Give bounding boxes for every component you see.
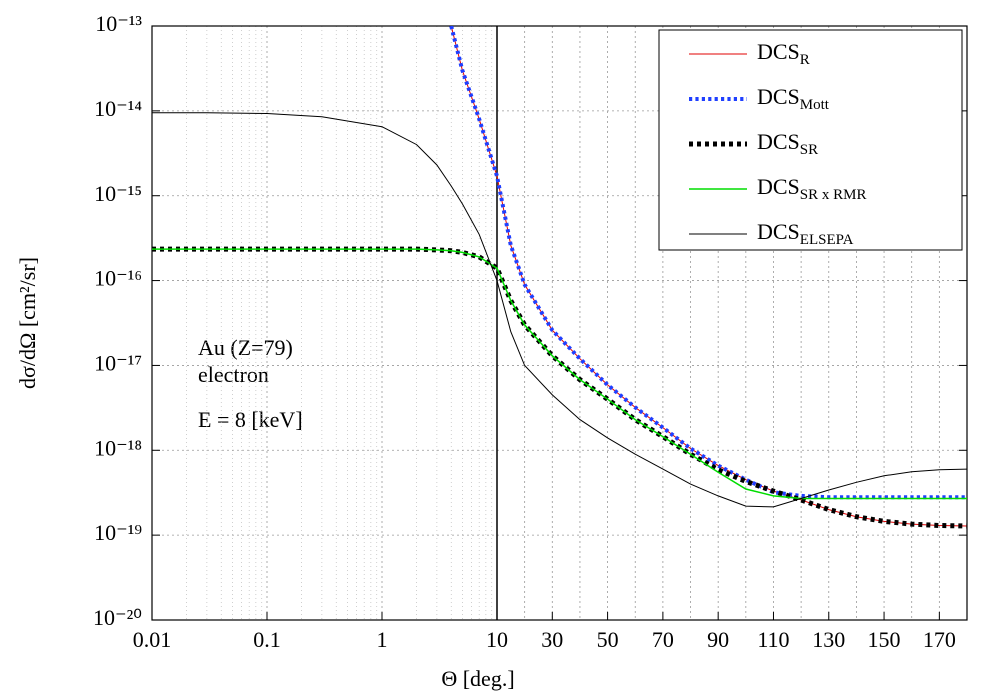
annotation: Au (Z=79) (198, 335, 293, 360)
y-tick-label: 10⁻¹⁸ (94, 435, 142, 460)
x-axis-label: Θ [deg.] (441, 666, 514, 691)
y-tick-label: 10⁻¹⁶ (94, 266, 142, 291)
x-tick-label: 170 (923, 627, 956, 652)
series-line (449, 26, 967, 500)
annotation: electron (198, 362, 269, 387)
plot-area (152, 26, 967, 529)
legend-label: DCSSR x RMR (757, 174, 867, 203)
series-line (152, 246, 967, 529)
x-tick-label: 90 (707, 627, 729, 652)
x-tick-label: 0.1 (253, 627, 281, 652)
y-tick-label: 10⁻¹³ (95, 11, 142, 36)
y-tick-label: 10⁻²⁰ (93, 605, 142, 630)
legend-label: DCSR (757, 39, 810, 68)
x-tick-label: 0.01 (133, 627, 172, 652)
y-axis-label: dσ/dΩ [cm²/sr] (15, 257, 40, 389)
x-tick-label: 70 (652, 627, 674, 652)
y-tick-label: 10⁻¹⁴ (94, 96, 142, 121)
x-tick-label: 50 (597, 627, 619, 652)
y-tick-label: 10⁻¹⁷ (94, 350, 142, 375)
x-tick-label: 10 (486, 627, 508, 652)
series-line (152, 112, 967, 508)
legend-label: DCSELSEPA (757, 219, 854, 248)
series-line (152, 248, 967, 500)
plot-frame (151, 25, 968, 621)
x-tick-label: 30 (541, 627, 563, 652)
y-tick-label: 10⁻¹⁹ (94, 520, 142, 545)
annotation: E = 8 [keV] (198, 407, 303, 432)
legend-label: DCSMott (757, 84, 830, 113)
x-tick-label: 130 (812, 627, 845, 652)
x-tick-label: 110 (757, 627, 789, 652)
legend-label: DCSSR (757, 129, 818, 158)
y-tick-label: 10⁻¹⁵ (94, 181, 142, 206)
x-tick-label: 1 (377, 627, 388, 652)
legend-box (658, 29, 963, 251)
x-tick-label: 150 (868, 627, 901, 652)
